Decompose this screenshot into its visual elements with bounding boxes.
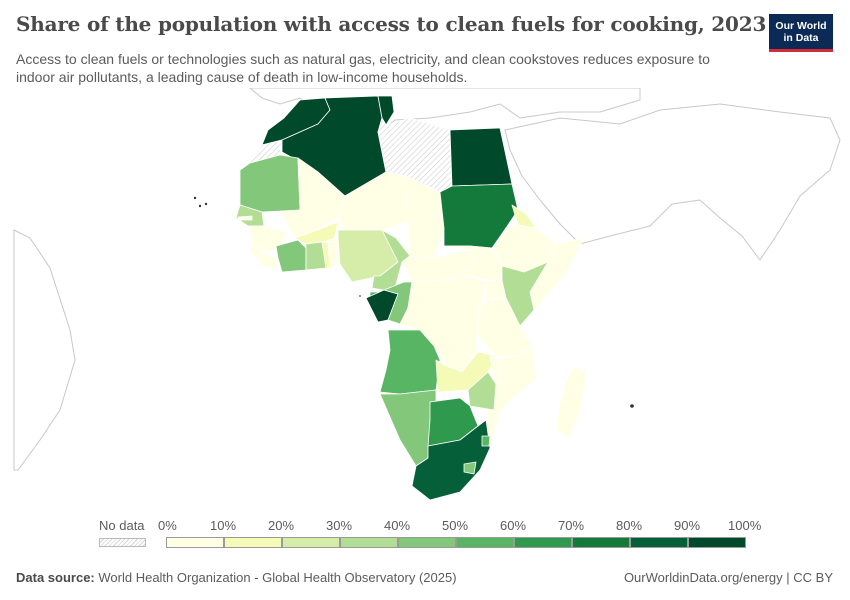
islands [193, 196, 634, 408]
owid-logo[interactable]: Our World in Data [769, 14, 833, 52]
data-source-label: Data source: [16, 570, 95, 585]
country-madagascar[interactable]: Madagascar [555, 365, 587, 439]
country-eswatini[interactable]: Eswatini [481, 435, 491, 447]
country-liberia[interactable]: Liberia [257, 251, 279, 271]
country-burkina-faso[interactable]: Burkina Faso [294, 221, 339, 245]
legend-no-data-swatch [99, 538, 146, 547]
country-cameroon[interactable]: Cameroon [371, 229, 411, 293]
country-zambia[interactable]: Zambia [435, 351, 497, 393]
country-mauritania[interactable]: Mauritania [239, 154, 301, 213]
country-lesotho[interactable]: Lesotho [463, 461, 477, 475]
legend-bin-9[interactable] [688, 537, 746, 548]
country-cote-d-ivoire[interactable]: Cote d'Ivoire [275, 239, 307, 273]
legend-tick-label: 90% [674, 518, 701, 533]
legend-bin-0[interactable] [166, 537, 224, 548]
middle-east-outline [504, 103, 841, 261]
legend-bin-7[interactable] [572, 537, 630, 548]
legend-tick-label: 50% [442, 518, 469, 533]
legend-no-data-label: No data [99, 518, 145, 533]
legend-tick-label: 60% [500, 518, 527, 533]
legend-bin-5[interactable] [456, 537, 514, 548]
country-egypt[interactable]: Egypt [449, 127, 513, 187]
legend-tick-label: 10% [210, 518, 237, 533]
legend-tick-label: 20% [268, 518, 295, 533]
country-zimbabwe[interactable]: Zimbabwe [467, 371, 497, 411]
country-niger[interactable]: Niger [337, 171, 409, 231]
legend-bin-2[interactable] [282, 537, 340, 548]
country-gambia[interactable]: Gambia [237, 215, 253, 221]
legend-tick-label: 70% [558, 518, 585, 533]
logo-line-2: in Data [783, 32, 819, 44]
chart-subtitle: Access to clean fuels or technologies su… [16, 51, 710, 85]
legend-tick-label: 80% [616, 518, 643, 533]
country-kenya[interactable]: Kenya [501, 261, 549, 327]
americas-outline [13, 229, 76, 471]
africa-map[interactable]: MoroccoAlgeriaTunisiaLibyaEgyptWestern S… [0, 88, 850, 513]
legend-tick-label: 100% [728, 518, 762, 533]
data-source-text: World Health Organization - Global Healt… [98, 570, 457, 585]
country-shapes[interactable]: MoroccoAlgeriaTunisiaLibyaEgyptWestern S… [235, 95, 587, 501]
legend-tick-label: 0% [158, 518, 177, 533]
country-benin[interactable]: Benin [327, 237, 339, 269]
country-eritrea[interactable]: Eritrea [511, 204, 537, 229]
license-link[interactable]: OurWorldinData.org/energy | CC BY [623, 570, 833, 585]
legend-bin-6[interactable] [514, 537, 572, 548]
legend-bin-1[interactable] [224, 537, 282, 548]
country-south-sudan[interactable]: South Sudan [443, 245, 503, 283]
legend-tick-label: 40% [384, 518, 411, 533]
logo-line-1: Our World [775, 20, 827, 32]
chart-title: Share of the population with access to c… [16, 12, 767, 36]
legend-color-bar[interactable] [166, 537, 746, 549]
legend-bin-3[interactable] [340, 537, 398, 548]
data-source: Data source: World Health Organization -… [16, 570, 457, 585]
country-south-africa[interactable]: South Africa [411, 419, 491, 501]
legend-bin-8[interactable] [630, 537, 688, 548]
legend-tick-label: 30% [326, 518, 353, 533]
legend-bin-4[interactable] [398, 537, 456, 548]
